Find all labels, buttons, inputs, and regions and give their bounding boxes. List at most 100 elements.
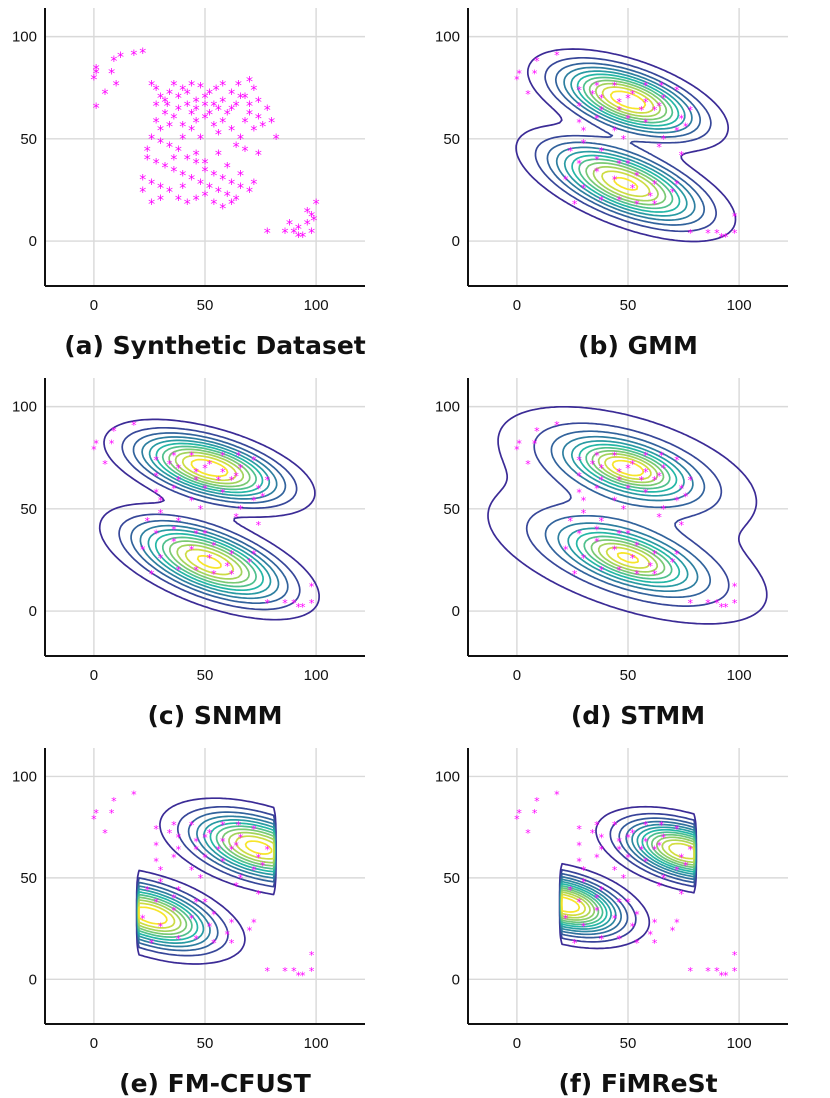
data-point: *	[236, 819, 242, 832]
data-point: *	[594, 536, 600, 549]
data-point: *	[599, 104, 605, 117]
data-point: *	[514, 444, 520, 457]
data-point: *	[264, 474, 270, 487]
data-point: *	[189, 912, 195, 925]
data-point: *	[296, 601, 302, 614]
data-point: *	[309, 949, 315, 962]
data-point: *	[612, 80, 618, 93]
contour-level-10	[190, 458, 229, 569]
data-point: *	[193, 896, 199, 909]
data-point: *	[576, 839, 582, 852]
data-point: *	[594, 450, 600, 463]
data-point: *	[656, 511, 662, 524]
data-point: *	[247, 925, 253, 938]
data-point: *	[171, 819, 177, 832]
data-point: *	[171, 904, 177, 917]
data-point: *	[639, 843, 645, 856]
data-point: *	[581, 507, 587, 520]
data-point: *	[228, 124, 235, 140]
data-point: *	[176, 843, 182, 856]
data-point: *	[304, 218, 311, 234]
data-point: *	[643, 466, 649, 479]
data-point: *	[216, 474, 222, 487]
data-point: *	[639, 474, 645, 487]
panel-e: *** *** * * *** ** ***** **********************…	[12, 748, 365, 1098]
data-point: *	[153, 454, 159, 467]
x-tick-label: 100	[304, 297, 329, 314]
data-point: *	[193, 115, 200, 131]
contour-level-5	[571, 73, 681, 213]
data-point: *	[250, 83, 257, 99]
data-point: *	[590, 88, 596, 101]
x-tick-label: 0	[90, 1035, 98, 1052]
data-point: *	[656, 141, 662, 154]
data-point: *	[219, 115, 226, 131]
contour-level-0	[98, 418, 320, 621]
data-point: *	[674, 454, 680, 467]
data-point: *	[210, 197, 217, 213]
data-point: *	[532, 67, 538, 80]
x-tick-label: 100	[304, 1035, 329, 1052]
data-point: *	[576, 470, 582, 483]
data-point: *	[576, 116, 582, 129]
data-point: *	[679, 149, 685, 162]
contour-level-4	[147, 439, 272, 595]
data-point: *	[193, 193, 200, 209]
panel-d: *** *** * * *** ** ***** **********************…	[435, 378, 788, 730]
panel-b: *** *** * * *** ** ***** **********************…	[435, 8, 788, 360]
data-point: *	[652, 937, 658, 950]
data-point: *	[229, 548, 235, 561]
data-point: *	[193, 474, 199, 487]
x-tick-label: 0	[90, 667, 98, 684]
data-point: *	[594, 80, 600, 93]
data-point: *	[532, 807, 538, 820]
data-point: *	[157, 181, 164, 197]
data-point: *	[202, 99, 209, 115]
data-point: *	[184, 99, 191, 115]
data-point: *	[674, 917, 680, 930]
data-point: *	[652, 178, 658, 191]
data-point: *	[198, 503, 204, 516]
data-point: *	[581, 864, 587, 877]
data-point: *	[224, 560, 230, 573]
data-point: *	[109, 807, 115, 820]
data-point: *	[264, 597, 270, 610]
x-tick-label: 50	[620, 1035, 637, 1052]
data-point: *	[581, 125, 587, 138]
data-point: *	[176, 564, 182, 577]
data-point: *	[670, 925, 676, 938]
data-point: *	[576, 823, 582, 836]
data-point: *	[93, 66, 100, 82]
data-point: *	[674, 548, 680, 561]
x-tick-label: 0	[90, 297, 98, 314]
data-point: *	[282, 597, 288, 610]
data-point: *	[679, 888, 685, 901]
data-point: *	[723, 969, 729, 982]
data-point: *	[170, 79, 177, 95]
data-point: *	[599, 462, 605, 475]
data-point: *	[220, 856, 226, 869]
data-point: *	[563, 174, 569, 187]
data-point: *	[202, 189, 209, 205]
data-point: *	[679, 112, 685, 125]
data-point: *	[612, 819, 618, 832]
data-point: *	[158, 507, 164, 520]
x-tick-label: 100	[727, 1035, 752, 1052]
data-point: *	[621, 133, 627, 146]
data-point: *	[188, 124, 195, 140]
data-point: *	[202, 156, 209, 172]
data-point: *	[193, 835, 199, 848]
data-point: *	[687, 474, 693, 487]
data-point: *	[236, 450, 242, 463]
data-point: *	[525, 458, 531, 471]
plot-area: ****************************************…	[90, 46, 319, 246]
data-point: *	[246, 107, 253, 123]
data-point: *	[171, 536, 177, 549]
data-point: *	[211, 937, 217, 950]
data-point: *	[259, 120, 266, 136]
data-point: *	[166, 140, 173, 156]
data-point: *	[714, 597, 720, 610]
data-point: *	[171, 852, 177, 865]
data-point: *	[158, 921, 164, 934]
data-point: *	[594, 112, 600, 125]
